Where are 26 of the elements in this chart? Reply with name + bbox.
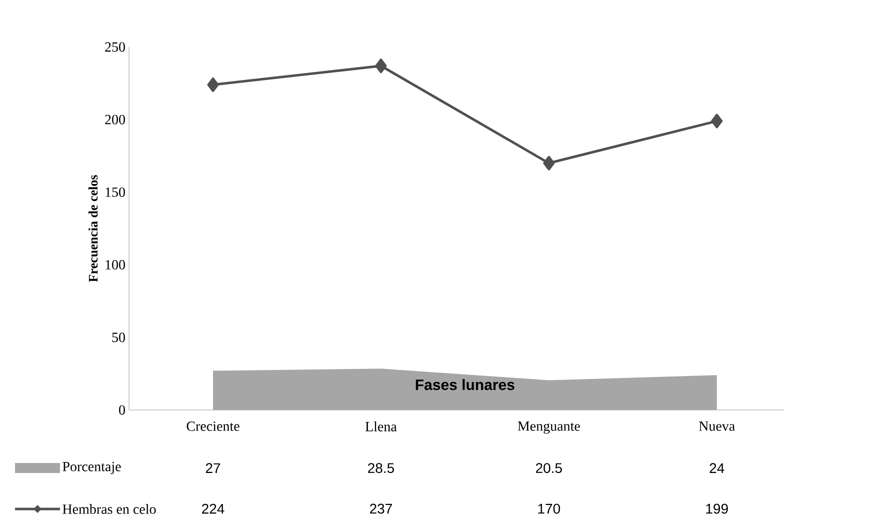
x-tick-label: Llena — [365, 422, 397, 432]
point — [543, 156, 555, 170]
legend-label: Porcentaje — [62, 462, 121, 474]
x-axis-title: Fases lunares — [416, 379, 514, 390]
y-tick-label: 50 — [112, 332, 125, 342]
point — [375, 58, 387, 74]
y-axis-title: Frecuencia de celos — [88, 175, 98, 282]
data-label: 28.5 — [368, 463, 394, 474]
point — [207, 77, 219, 92]
x-tick-label: Creciente — [186, 422, 240, 431]
legend-label: Hembras en celo — [62, 504, 156, 514]
point — [711, 114, 723, 128]
data-label: 170 — [538, 504, 560, 514]
data-label: 24 — [710, 463, 724, 473]
y-tick-label: 150 — [106, 187, 125, 197]
y-tick-label: 200 — [105, 114, 125, 124]
data-label: 237 — [370, 504, 392, 514]
y-tick-label: 250 — [105, 42, 125, 52]
y-tick-label: 0 — [119, 405, 125, 415]
data-label: 27 — [206, 463, 220, 473]
data-label: 224 — [202, 504, 224, 514]
data-label: 20.5 — [536, 463, 562, 474]
x-tick-label: Menguante — [518, 422, 580, 434]
data-label: 199 — [706, 504, 728, 514]
x-tick-label: Nueva — [698, 422, 735, 431]
y-tick-label: 100 — [106, 260, 125, 270]
